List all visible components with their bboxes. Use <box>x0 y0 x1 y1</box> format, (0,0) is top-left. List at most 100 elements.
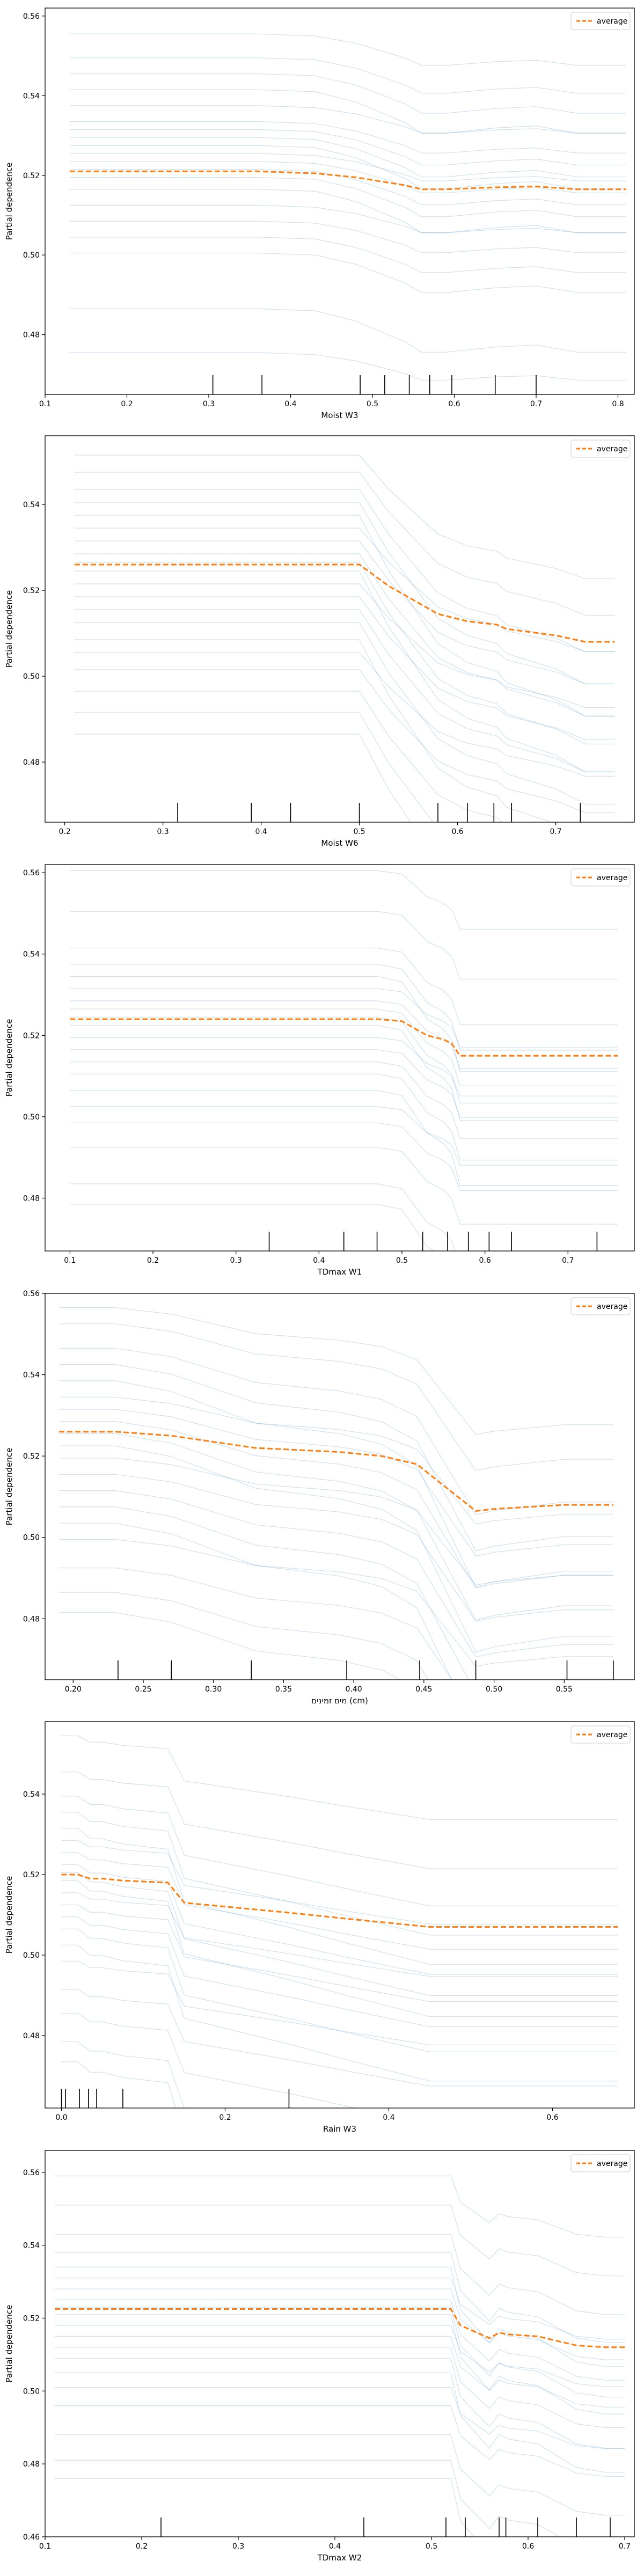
y-axis-label: Partial dependence <box>4 1448 14 1526</box>
y-tick-label: 0.52 <box>23 587 40 595</box>
ice-line <box>74 734 411 822</box>
ice-line <box>74 596 615 741</box>
average-line <box>70 1018 618 1057</box>
ice-line <box>61 2041 187 2108</box>
ice-line <box>74 472 615 616</box>
ice-line <box>70 988 618 1048</box>
ice-line <box>74 562 615 745</box>
y-tick-label: 0.50 <box>23 1113 40 1122</box>
y-axis-label: Partial dependence <box>4 2305 14 2383</box>
x-axis-label: מים זמינים (cm) <box>311 1696 368 1706</box>
legend-box <box>570 12 631 30</box>
x-axis-label: TDmax W2 <box>317 2553 362 2563</box>
ice-line <box>70 1147 618 1225</box>
x-tick-label: 0.6 <box>479 1256 491 1265</box>
ice-line <box>61 1928 618 2052</box>
y-tick-label: 0.54 <box>23 1790 40 1799</box>
ice-line <box>59 1506 613 1680</box>
y-tick-label: 0.50 <box>23 2387 40 2396</box>
ice-line <box>61 1960 618 2045</box>
plot-area <box>74 455 615 822</box>
ice-line <box>69 177 626 217</box>
y-tick-label: 0.50 <box>23 1951 40 1960</box>
ice-line <box>61 2061 177 2108</box>
ice-line <box>69 237 626 273</box>
x-tick-label: 0.7 <box>619 2542 631 2551</box>
ice-line <box>61 1989 618 2087</box>
ice-line <box>70 1122 618 1191</box>
x-tick-label: 0.2 <box>219 2113 231 2122</box>
average-line <box>59 1431 613 1512</box>
ice-line <box>70 1037 618 1096</box>
ice-line <box>55 2278 625 2340</box>
ice-line <box>55 2266 625 2367</box>
legend-box <box>570 1725 631 1744</box>
y-tick-label: 0.54 <box>23 501 40 509</box>
plot-frame <box>45 1293 635 1680</box>
x-tick-label: 0.6 <box>522 2542 534 2551</box>
y-tick-label: 0.52 <box>23 1031 40 1040</box>
ice-line <box>70 976 618 1072</box>
ice-line <box>74 570 615 773</box>
ice-line <box>61 1892 618 1977</box>
x-tick-label: 0.4 <box>313 1256 325 1265</box>
x-tick-label: 0.5 <box>353 828 365 836</box>
ice-line <box>70 911 618 979</box>
ice-line <box>69 161 626 193</box>
ice-line <box>55 2325 625 2387</box>
ice-line <box>70 1073 618 1161</box>
x-tick-label: 0.2 <box>58 828 70 836</box>
legend-label: average <box>597 445 627 453</box>
ice-line <box>69 105 626 134</box>
y-tick-label: 0.52 <box>23 2314 40 2323</box>
ice-line <box>69 204 626 233</box>
legend-label: average <box>597 17 627 26</box>
ice-line <box>61 1735 618 1820</box>
plot-frame <box>45 864 635 1252</box>
plot-area <box>55 2175 625 2537</box>
x-tick-label: 0.3 <box>232 2542 244 2551</box>
x-tick-label: 0.40 <box>346 1685 362 1694</box>
ice-line <box>59 1592 429 1680</box>
x-tick-label: 0.5 <box>367 400 378 408</box>
ice-line <box>74 652 615 777</box>
y-tick-label: 0.50 <box>23 672 40 681</box>
y-tick-label: 0.50 <box>23 1534 40 1542</box>
ice-line <box>74 502 615 685</box>
y-tick-label: 0.52 <box>23 1452 40 1461</box>
x-tick-label: 0.55 <box>556 1685 573 1694</box>
ice-line <box>55 2434 625 2516</box>
x-tick-label: 0.4 <box>284 400 296 408</box>
ice-line <box>74 669 615 814</box>
average-line <box>74 564 615 643</box>
plot-frame <box>45 1721 635 2109</box>
x-tick-label: 0.50 <box>486 1685 502 1694</box>
ice-line <box>70 1061 618 1139</box>
legend-label: average <box>597 2160 627 2168</box>
x-tick-label: 0.7 <box>530 400 542 408</box>
ice-line <box>70 1000 618 1069</box>
x-tick-label: 0.5 <box>396 1256 408 1265</box>
legend-label: average <box>597 874 627 882</box>
ice-line <box>59 1409 613 1557</box>
ice-line <box>70 964 618 1051</box>
y-tick-label: 0.54 <box>23 950 40 959</box>
chart-panel-5: 0.0 0.2 0.4 0.6 0.48 0.50 0.52 0.54 Rain W3 Parti… <box>4 1721 635 2134</box>
ice-line <box>59 1490 613 1658</box>
ice-line <box>74 622 615 805</box>
x-tick-label: 0.6 <box>451 828 463 836</box>
ice-line <box>69 33 626 66</box>
ice-line <box>69 252 626 293</box>
ice-line <box>55 2347 625 2428</box>
ice-line <box>61 1904 618 2002</box>
ice-line <box>59 1612 401 1680</box>
ice-line <box>69 57 626 94</box>
ice-line <box>74 553 615 717</box>
ice-line <box>55 2314 625 2414</box>
ice-line <box>61 2013 357 2108</box>
y-tick-label: 0.54 <box>23 2242 40 2250</box>
legend-label: average <box>597 1731 627 1739</box>
average-line <box>55 2308 625 2348</box>
ice-line <box>59 1323 613 1471</box>
ice-line <box>59 1445 613 1653</box>
